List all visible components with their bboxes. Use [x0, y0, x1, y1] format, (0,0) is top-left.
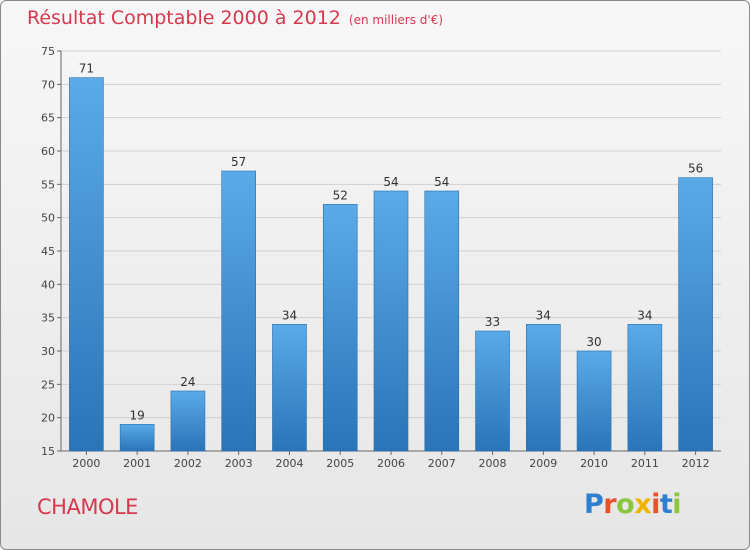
y-tick-label: 40 — [41, 278, 55, 291]
bars — [69, 77, 713, 452]
x-tick-label: 2009 — [529, 457, 557, 470]
bar — [272, 324, 307, 452]
x-tick-label: 2007 — [428, 457, 456, 470]
y-tick-label: 15 — [41, 445, 55, 458]
bar — [170, 390, 206, 452]
logo-letter: t — [659, 489, 673, 520]
value-label: 54 — [383, 175, 398, 189]
value-label: 34 — [637, 308, 652, 322]
x-tick-label: 2010 — [580, 457, 608, 470]
logo-letter: i — [672, 489, 682, 520]
value-label: 56 — [688, 162, 703, 176]
bar — [119, 424, 155, 452]
value-label: 34 — [282, 308, 297, 322]
logo-letter: i — [651, 489, 660, 520]
y-tick-label: 35 — [41, 312, 55, 325]
location-name: CHAMOLE — [37, 495, 138, 519]
value-label: 33 — [485, 315, 500, 329]
y-tick-label: 75 — [41, 45, 55, 58]
x-tick-label: 2012 — [682, 457, 710, 470]
value-label: 30 — [586, 335, 601, 349]
proxiti-logo: Proxiti — [584, 489, 682, 520]
x-tick-label: 2002 — [174, 457, 202, 470]
y-tick-label: 20 — [41, 412, 55, 425]
y-tick-label: 30 — [41, 345, 55, 358]
value-label: 71 — [79, 62, 94, 76]
bar — [627, 324, 663, 452]
y-tick-label: 65 — [41, 112, 55, 125]
logo-letter: P — [584, 489, 604, 520]
bar — [221, 170, 256, 452]
bar — [373, 190, 409, 452]
x-tick-label: 2011 — [631, 457, 659, 470]
x-tick-label: 2000 — [72, 457, 100, 470]
bar — [678, 177, 713, 452]
y-tick-label: 45 — [41, 245, 55, 258]
bar — [526, 324, 561, 452]
bar — [424, 190, 460, 452]
chart-subtitle: (en milliers d'€) — [348, 13, 444, 27]
bar — [475, 330, 510, 452]
x-tick-label: 2008 — [479, 457, 507, 470]
chart-title-text: Résultat Comptable 2000 à 2012 — [27, 7, 341, 29]
y-tick-label: 25 — [41, 378, 55, 391]
bar — [322, 204, 358, 452]
y-tick-labels: 15 20 25 30 35 40 45 50 55 60 65 70 75 — [41, 45, 55, 458]
y-tick-label: 60 — [41, 145, 55, 158]
value-label: 24 — [180, 375, 195, 389]
logo-letter: x — [634, 489, 652, 520]
bar — [69, 77, 104, 452]
value-label: 34 — [536, 308, 551, 322]
x-tick-labels: 2000 2001 2002 2003 2004 2005 2006 2007 2008 2009… — [72, 457, 709, 470]
value-labels: 71 19 24 57 34 52 54 54 33 34 30 34 56 — [79, 62, 704, 423]
value-label: 19 — [130, 408, 145, 422]
value-label: 57 — [231, 155, 246, 169]
logo-letter: o — [616, 489, 635, 520]
value-label: 52 — [333, 188, 348, 202]
bar — [576, 350, 612, 452]
chart-title: Résultat Comptable 2000 à 2012 (en millie… — [27, 7, 443, 29]
y-tick-label: 55 — [41, 178, 55, 191]
value-label: 54 — [434, 175, 449, 189]
x-tick-label: 2004 — [275, 457, 303, 470]
x-tick-label: 2001 — [123, 457, 151, 470]
logo-letter: r — [603, 489, 617, 520]
x-tick-label: 2005 — [326, 457, 354, 470]
y-tick-label: 70 — [41, 78, 55, 91]
y-tick-label: 50 — [41, 212, 55, 225]
x-tick-label: 2003 — [225, 457, 253, 470]
x-tick-label: 2006 — [377, 457, 405, 470]
